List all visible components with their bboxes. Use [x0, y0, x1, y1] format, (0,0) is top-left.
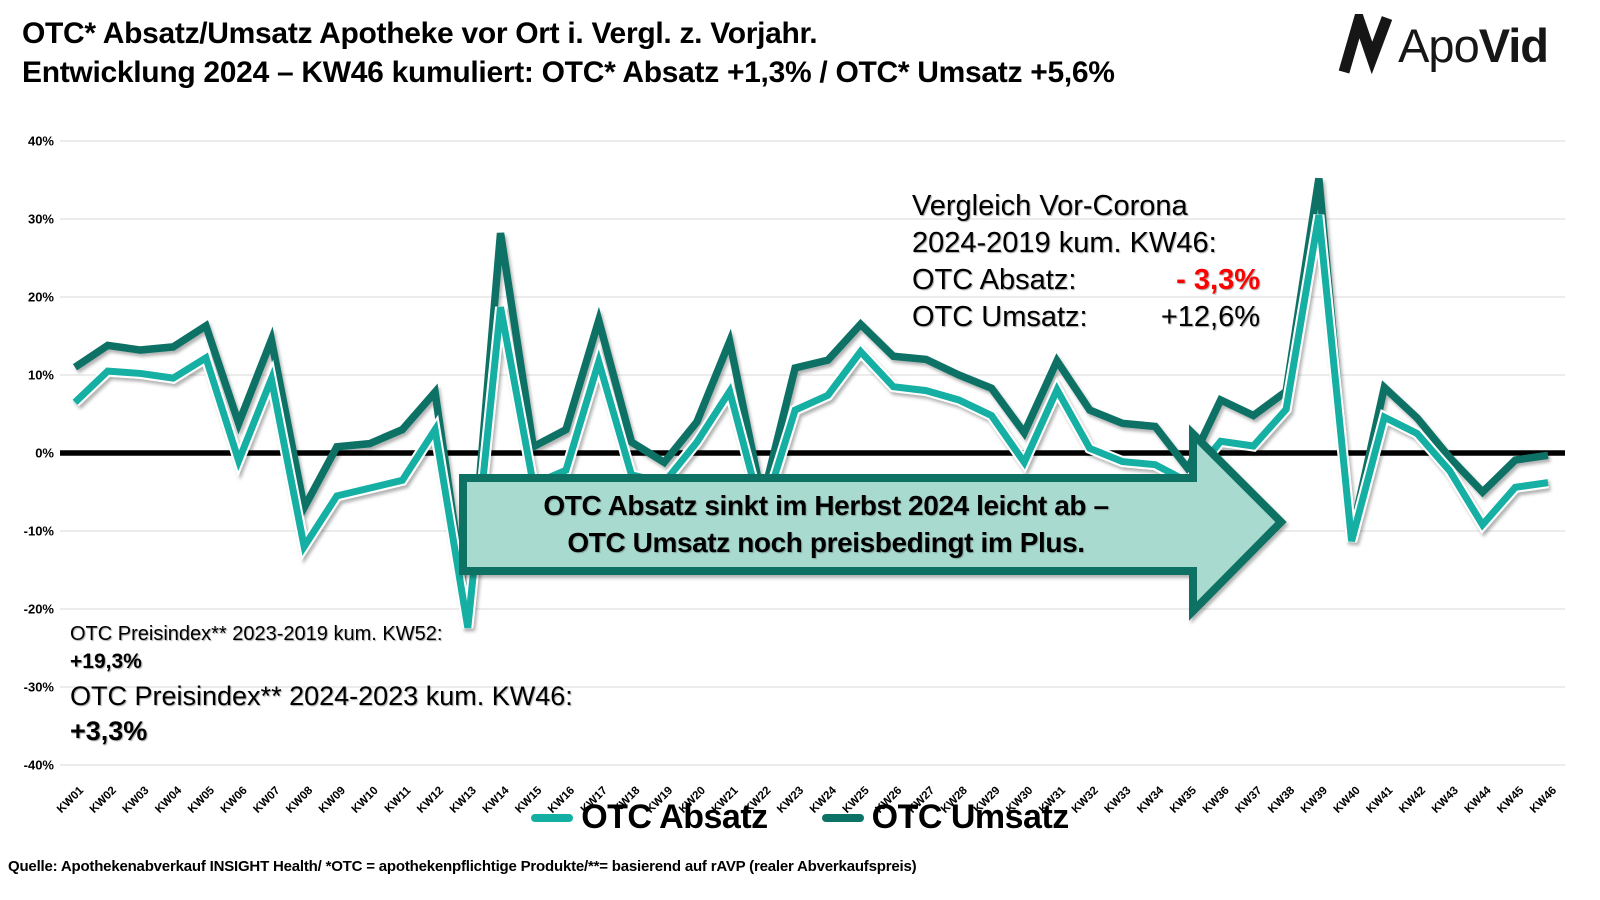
page-title: OTC* Absatz/Umsatz Apotheke vor Ort i. V… [22, 14, 1115, 92]
title-line-1: OTC* Absatz/Umsatz Apotheke vor Ort i. V… [22, 17, 818, 50]
vor-corona-umsatz-row: OTC Umsatz: +12,6% [912, 299, 1260, 336]
y-tick-label: -20% [24, 602, 55, 617]
y-tick-label: -30% [24, 680, 55, 695]
arrow-text-line2: OTC Umsatz noch preisbedingt im Plus. [567, 527, 1085, 558]
legend-label-absatz: OTC Absatz [581, 798, 768, 836]
legend-item-umsatz: OTC Umsatz [821, 798, 1070, 837]
umsatz-line-swatch [821, 813, 864, 822]
title-line-2: Entwicklung 2024 – KW46 kumuliert: OTC* … [22, 56, 1115, 89]
preisindex-annotation: OTC Preisindex** 2023-2019 kum. KW52: +1… [70, 621, 573, 749]
y-axis-labels: 40% 30% 20% 10% 0% -10% -20% -30% -40% [24, 134, 55, 773]
absatz-line-swatch [531, 813, 574, 822]
y-tick-label: 40% [28, 134, 54, 149]
y-tick-label: 0% [35, 446, 54, 461]
legend-label-umsatz: OTC Umsatz [871, 798, 1070, 836]
apovid-logo-text: ApoVid [1398, 19, 1549, 72]
arrow-shape [459, 424, 1287, 621]
source-note: Quelle: Apothekenabverkauf INSIGHT Healt… [8, 858, 917, 875]
vor-corona-absatz-row: OTC Absatz: - 3,3% [912, 262, 1260, 299]
apovid-logo-icon [1338, 1, 1396, 81]
vor-corona-line1: Vergleich Vor-Corona [912, 190, 1188, 222]
vor-corona-absatz-value: - 3,3% [1176, 264, 1260, 296]
vor-corona-absatz-label: OTC Absatz: [912, 264, 1077, 296]
preisindex-line1: OTC Preisindex** 2023-2019 kum. KW52: [70, 623, 443, 645]
vor-corona-umsatz-value: +12,6% [1160, 301, 1260, 333]
legend-item-absatz: OTC Absatz [531, 798, 768, 837]
apovid-logo: ApoVid [1338, 1, 1549, 81]
y-tick-label: -10% [24, 524, 55, 539]
vor-corona-line2: 2024-2019 kum. KW46: [912, 227, 1217, 259]
chart-legend: OTC Absatz OTC Umsatz [0, 798, 1600, 837]
y-tick-label: 20% [28, 290, 54, 305]
y-tick-label: 30% [28, 212, 54, 227]
preisindex-line2: OTC Preisindex** 2024-2023 kum. KW46: [70, 681, 573, 711]
data-lines [71, 177, 1549, 629]
arrow-annotation-text: OTC Absatz sinkt im Herbst 2024 leicht a… [468, 487, 1184, 561]
arrow-text-line1: OTC Absatz sinkt im Herbst 2024 leicht a… [543, 490, 1109, 521]
y-tick-label: -40% [24, 758, 55, 773]
absatz-line [72, 214, 1549, 629]
annotation-arrow [459, 424, 1287, 621]
vor-corona-umsatz-label: OTC Umsatz: [912, 301, 1088, 333]
vor-corona-annotation: Vergleich Vor-Corona 2024-2019 kum. KW46… [912, 188, 1260, 336]
preisindex-value2: +3,3% [70, 716, 148, 746]
y-tick-label: 10% [28, 368, 54, 383]
preisindex-value1: +19,3% [70, 650, 142, 673]
